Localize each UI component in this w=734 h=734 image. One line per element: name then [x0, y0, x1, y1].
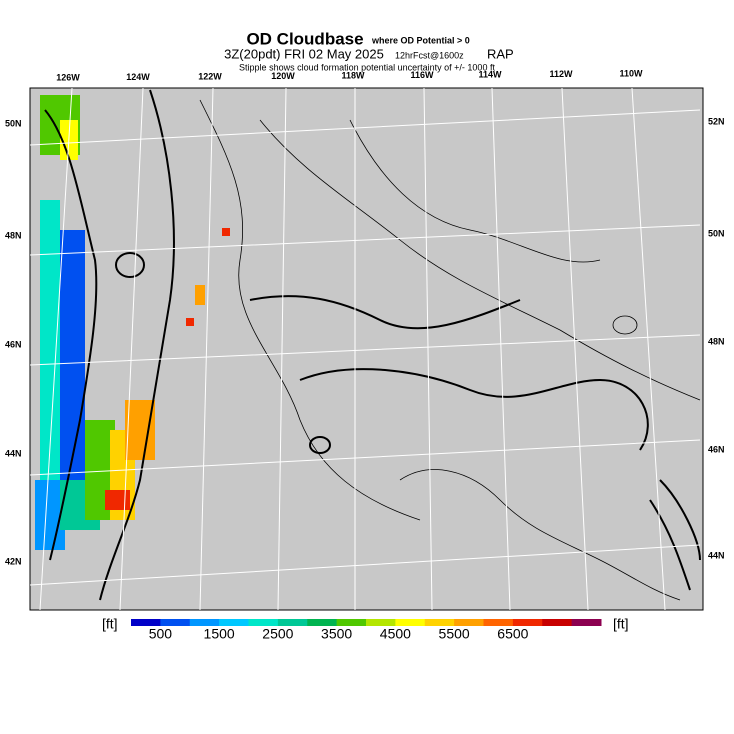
colorbar-segment — [366, 619, 396, 626]
longitude-label: 110W — [619, 68, 643, 78]
unit-label: [ft] — [102, 616, 118, 632]
latitude-label: 50N — [5, 118, 22, 128]
latitude-label: 52N — [708, 116, 725, 126]
colorbar-label: 2500 — [262, 626, 293, 642]
colorbar-segment — [395, 619, 426, 626]
latitude-line — [29, 109, 701, 586]
colorbar-segment — [131, 619, 161, 626]
map-frame — [29, 87, 704, 611]
forecast: 12hrFcst@1600z — [395, 50, 464, 60]
latitude-label: 44N — [708, 550, 725, 560]
longitude-label: 120W — [271, 71, 295, 81]
title: OD Cloudbase — [246, 29, 363, 48]
contour — [259, 119, 701, 401]
longitude-label: 116W — [410, 70, 434, 80]
contour — [399, 469, 681, 601]
map — [29, 87, 704, 611]
longitude-label: 118W — [341, 70, 365, 80]
cloud-area — [125, 400, 155, 460]
model: RAP — [487, 46, 514, 61]
colorbar-segment — [424, 619, 455, 626]
title-note: where OD Potential > 0 — [371, 35, 470, 45]
colorbar-label: 6500 — [497, 626, 528, 642]
colorbar-label: 4500 — [380, 626, 411, 642]
graticule — [29, 87, 701, 611]
contour — [299, 368, 649, 451]
colorbar-label: 5500 — [439, 626, 470, 642]
stipple-note: Stipple shows cloud formation potential … — [239, 62, 495, 72]
longitude-label: 126W — [56, 72, 80, 82]
colorbar-segment — [336, 619, 367, 626]
colorbar: 500 1500 2500 3500 4500 5500 6500 [ft] [ft] — [102, 616, 629, 642]
contour — [649, 479, 701, 591]
longitude-label: 114W — [478, 69, 502, 79]
contour — [115, 252, 145, 278]
run-time: 3Z(20pdt) FRI 02 May 2025 — [224, 46, 384, 61]
cloud-area — [105, 490, 130, 510]
colorbar-segment — [571, 619, 602, 626]
colorbar-segment — [483, 619, 514, 626]
coastline — [44, 109, 98, 561]
latitude-label: 46N — [5, 339, 22, 349]
colorbar-label: 1500 — [204, 626, 235, 642]
colorbar-segment — [248, 619, 279, 626]
contour — [249, 295, 521, 330]
latitude-label: 44N — [5, 448, 22, 458]
colorbar-segment — [277, 619, 308, 626]
cloud-area — [186, 318, 194, 326]
cloud-area — [222, 228, 230, 236]
colorbar-label: 500 — [149, 626, 173, 642]
contour — [349, 119, 601, 263]
colorbar-segment — [454, 619, 484, 626]
colorbar-segment — [189, 619, 220, 626]
map-labels: 126W 124W 122W 120W 118W 116W 114W 112W 110W 50N 4… — [5, 68, 725, 566]
latitude-label: 48N — [5, 230, 22, 240]
latitude-label: 48N — [708, 336, 725, 346]
latitude-label: 46N — [708, 444, 725, 454]
longitude-line — [39, 87, 666, 611]
latitude-label: 50N — [708, 228, 725, 238]
unit-label: [ft] — [613, 616, 629, 632]
contour — [199, 99, 421, 521]
contour — [612, 315, 638, 335]
colorbar-segment — [160, 619, 191, 626]
colorbar-segment — [307, 619, 338, 626]
latitude-label: 42N — [5, 556, 22, 566]
cloud-area — [40, 200, 60, 480]
colorbar-label: 3500 — [321, 626, 352, 642]
map-features — [35, 89, 701, 601]
colorbar-segment — [512, 619, 543, 626]
longitude-label: 112W — [549, 69, 573, 79]
cloud-area — [195, 285, 205, 305]
longitude-label: 122W — [198, 71, 222, 81]
colorbar-segment — [219, 619, 249, 626]
colorbar-segment — [542, 619, 573, 626]
longitude-label: 124W — [126, 72, 150, 82]
contour — [309, 436, 331, 454]
